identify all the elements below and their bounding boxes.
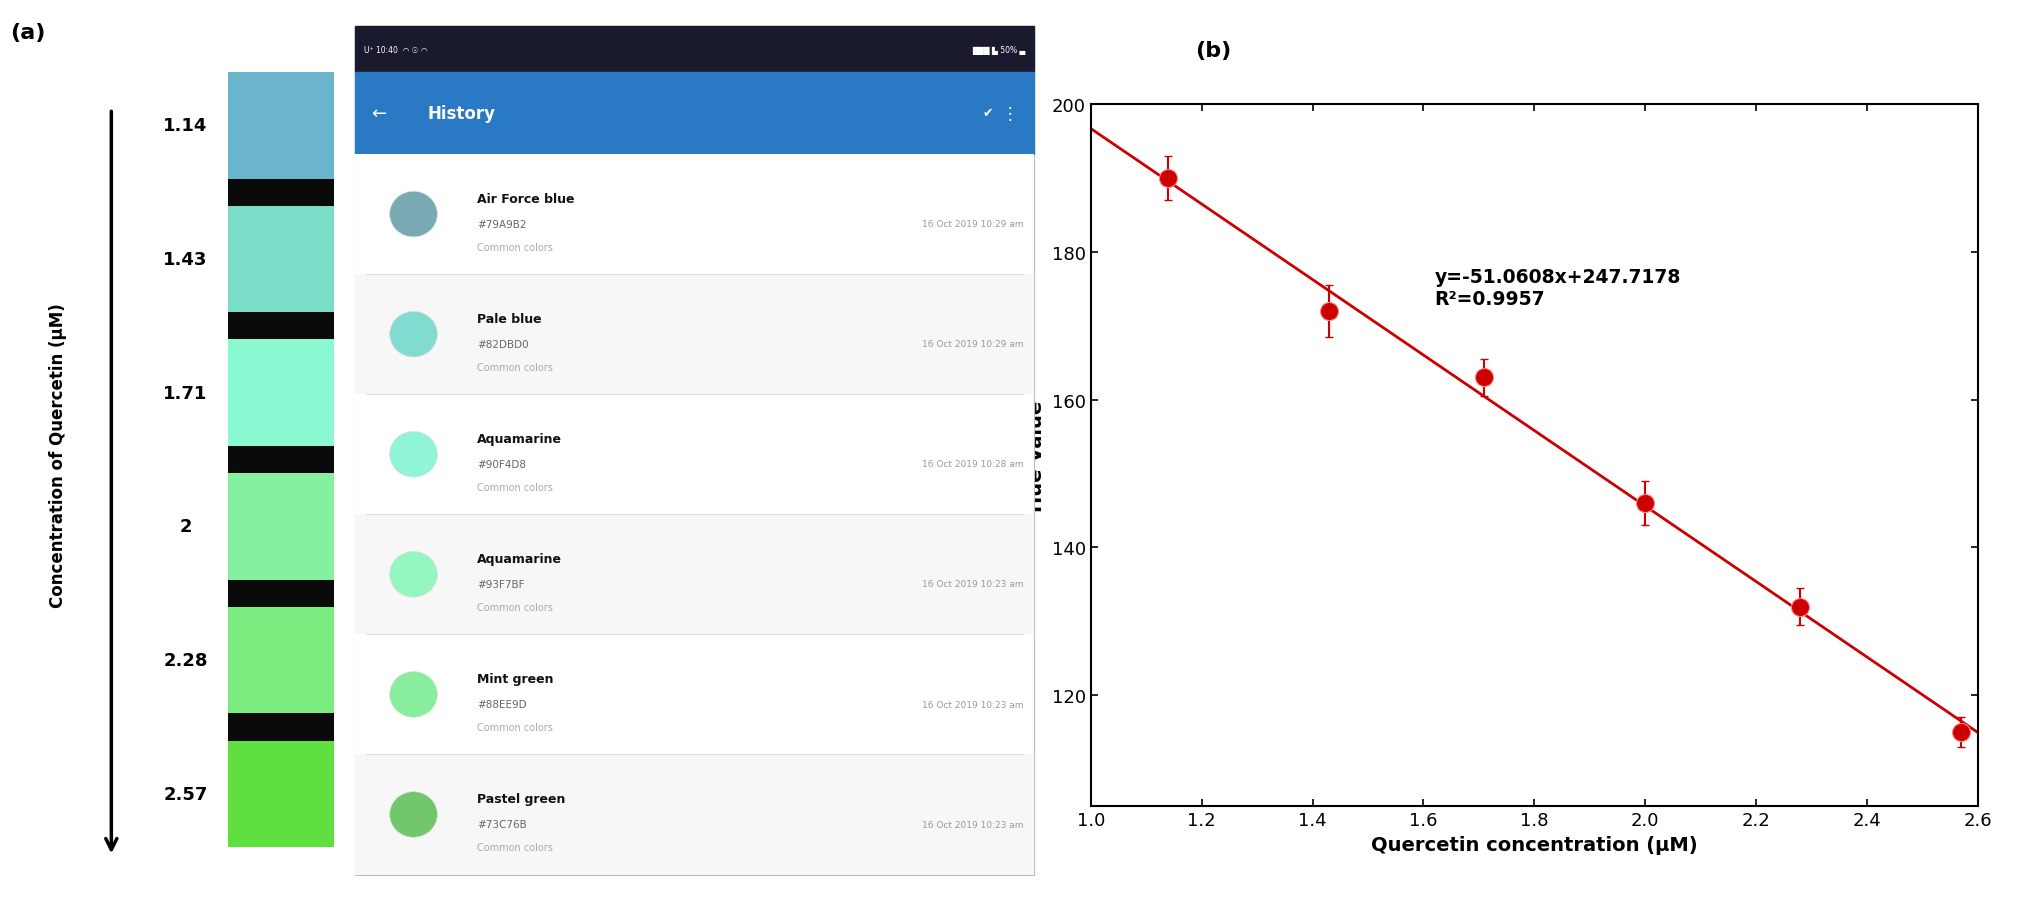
Point <box>1784 599 1817 614</box>
Text: 2.57: 2.57 <box>163 785 208 803</box>
Text: Common colors: Common colors <box>477 363 553 373</box>
Text: (b): (b) <box>1195 41 1232 61</box>
Point <box>1313 304 1346 319</box>
Text: 16 Oct 2019 10:23 am: 16 Oct 2019 10:23 am <box>922 579 1024 589</box>
Text: Aquamarine: Aquamarine <box>477 433 563 445</box>
Y-axis label: Hue Value: Hue Value <box>1028 400 1046 511</box>
Bar <box>355 73 1034 155</box>
Bar <box>228 73 334 847</box>
Bar <box>355 515 1034 635</box>
Text: 1.14: 1.14 <box>163 118 208 135</box>
Ellipse shape <box>389 192 438 238</box>
Bar <box>228 474 334 580</box>
Bar <box>228 713 334 741</box>
Ellipse shape <box>389 312 438 358</box>
Text: Air Force blue: Air Force blue <box>477 193 575 206</box>
Text: (a): (a) <box>10 23 47 43</box>
Text: Aquamarine: Aquamarine <box>477 553 563 566</box>
Text: ←: ← <box>371 105 385 123</box>
Text: #82DBD0: #82DBD0 <box>477 340 528 350</box>
Text: 16 Oct 2019 10:23 am: 16 Oct 2019 10:23 am <box>922 820 1024 829</box>
Bar <box>228 340 334 446</box>
Text: Common colors: Common colors <box>477 482 553 492</box>
Point <box>1629 496 1662 511</box>
Text: 16 Oct 2019 10:29 am: 16 Oct 2019 10:29 am <box>922 340 1024 349</box>
Text: 1.43: 1.43 <box>163 251 208 269</box>
Text: 16 Oct 2019 10:28 am: 16 Oct 2019 10:28 am <box>922 460 1024 469</box>
Bar <box>228 580 334 607</box>
Bar <box>355 275 1034 394</box>
Bar <box>228 179 334 207</box>
Text: #90F4D8: #90F4D8 <box>477 459 526 469</box>
Bar <box>228 207 334 312</box>
Text: Pale blue: Pale blue <box>477 312 542 326</box>
Text: 2.28: 2.28 <box>163 651 208 670</box>
Text: 2: 2 <box>179 517 192 536</box>
Point <box>1945 725 1978 740</box>
Bar <box>355 27 1034 73</box>
Bar <box>228 607 334 713</box>
Ellipse shape <box>389 432 438 477</box>
Bar <box>228 73 334 179</box>
Text: ⋮: ⋮ <box>1001 105 1017 123</box>
X-axis label: Quercetin concentration (μM): Quercetin concentration (μM) <box>1370 834 1698 854</box>
Text: History: History <box>428 105 495 123</box>
Text: 16 Oct 2019 10:29 am: 16 Oct 2019 10:29 am <box>922 220 1024 229</box>
Text: ✔: ✔ <box>983 107 993 120</box>
Text: Pastel green: Pastel green <box>477 793 565 805</box>
Bar <box>355 754 1034 875</box>
Bar <box>355 155 1034 275</box>
Bar <box>228 312 334 340</box>
Bar <box>355 635 1034 754</box>
Bar <box>228 741 334 847</box>
Bar <box>228 446 334 474</box>
Ellipse shape <box>389 552 438 598</box>
Text: Mint green: Mint green <box>477 672 555 686</box>
Text: #79A9B2: #79A9B2 <box>477 220 526 230</box>
Ellipse shape <box>389 671 438 718</box>
Text: U⁺ 10:40  ◠ ☉ ◠: U⁺ 10:40 ◠ ☉ ◠ <box>363 46 428 55</box>
Point <box>1152 171 1185 186</box>
Text: Concentration of Quercetin (μM): Concentration of Quercetin (μM) <box>49 303 67 608</box>
Point <box>1468 371 1501 385</box>
Bar <box>355 394 1034 515</box>
Text: ███ ▙ 50% ▄: ███ ▙ 50% ▄ <box>973 46 1026 55</box>
Text: Common colors: Common colors <box>477 602 553 612</box>
Text: 1.71: 1.71 <box>163 384 208 403</box>
Ellipse shape <box>389 792 438 837</box>
Text: #88EE9D: #88EE9D <box>477 700 526 710</box>
Text: y=-51.0608x+247.7178
R²=0.9957: y=-51.0608x+247.7178 R²=0.9957 <box>1435 267 1680 308</box>
Text: Common colors: Common colors <box>477 242 553 252</box>
Text: #93F7BF: #93F7BF <box>477 579 524 589</box>
Text: Common colors: Common colors <box>477 842 553 852</box>
Text: #73C76B: #73C76B <box>477 819 526 829</box>
Text: 16 Oct 2019 10:23 am: 16 Oct 2019 10:23 am <box>922 700 1024 709</box>
Bar <box>355 27 1034 875</box>
Text: Common colors: Common colors <box>477 722 553 732</box>
